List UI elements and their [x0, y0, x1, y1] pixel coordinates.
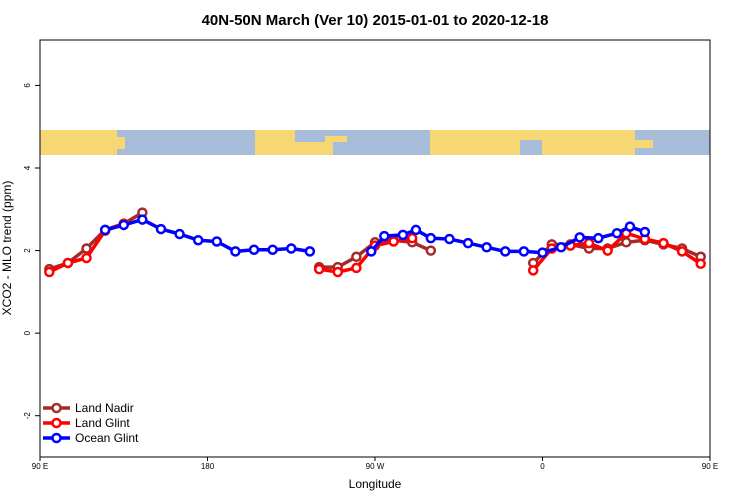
data-point — [379, 230, 390, 242]
map-landmass — [430, 130, 520, 155]
data-point — [155, 223, 167, 235]
data-point — [81, 252, 92, 264]
data-point — [695, 258, 706, 270]
map-landmass — [590, 130, 635, 155]
data-point — [304, 246, 316, 257]
data-point — [44, 266, 55, 278]
data-point — [555, 242, 567, 253]
data-point — [248, 244, 260, 255]
data-point — [621, 237, 632, 248]
data-point — [574, 232, 585, 243]
map-land — [40, 130, 653, 155]
data-point — [366, 246, 377, 257]
data-point — [192, 234, 204, 246]
data-point — [527, 265, 539, 276]
x-axis: 90 E 180 90 W 0 90 E — [32, 457, 718, 471]
data-point — [332, 266, 344, 278]
x-tick-label: 90 E — [32, 462, 48, 471]
data-point — [406, 232, 418, 244]
legend-label: Land Glint — [75, 416, 130, 430]
data-point — [397, 229, 409, 241]
y-axis: -2 0 2 4 6 — [23, 83, 40, 420]
data-point — [624, 221, 636, 232]
map-landmass — [117, 137, 125, 149]
data-point — [351, 262, 362, 274]
series-layer — [44, 207, 706, 278]
data-point — [137, 214, 148, 225]
data-point — [99, 224, 111, 236]
legend-label: Land Nadir — [75, 401, 134, 415]
y-tick-label: 4 — [23, 165, 32, 170]
legend-item-ocean-glint: Ocean Glint — [43, 431, 139, 445]
chart-title: 40N-50N March (Ver 10) 2015-01-01 to 202… — [202, 12, 549, 29]
data-point — [351, 251, 362, 263]
map-landmass — [542, 130, 590, 155]
x-tick-label: 90 E — [702, 462, 718, 471]
x-tick-label: 0 — [540, 462, 545, 471]
data-point — [230, 246, 241, 257]
legend-item-land-nadir: Land Nadir — [43, 401, 134, 415]
data-point — [286, 243, 297, 254]
data-point — [211, 236, 223, 247]
data-point — [676, 246, 688, 257]
x-axis-label: Longitude — [349, 477, 402, 491]
data-point — [639, 226, 651, 238]
legend-label: Ocean Glint — [75, 431, 139, 445]
series-line — [104, 217, 311, 254]
map-landmass — [520, 130, 542, 140]
data-point — [118, 219, 129, 231]
data-point — [425, 245, 437, 256]
map-landmass — [295, 142, 333, 155]
data-point — [481, 242, 492, 253]
legend-swatch-marker — [51, 402, 62, 414]
y-axis-label: XCO2 - MLO trend (ppm) — [0, 181, 14, 316]
map-landmass — [635, 140, 653, 148]
data-point — [593, 232, 604, 244]
data-point — [174, 228, 185, 240]
data-point — [425, 232, 437, 244]
data-point — [500, 246, 511, 257]
legend-swatch-marker — [51, 432, 62, 444]
data-point — [313, 263, 325, 275]
world-map-strip — [40, 130, 710, 155]
data-point — [81, 243, 92, 254]
data-point — [462, 237, 474, 249]
series-ocean-glint — [99, 214, 651, 258]
data-point — [62, 257, 74, 269]
x-tick-label: 180 — [201, 462, 215, 471]
y-tick-label: -2 — [23, 412, 32, 420]
data-point — [267, 244, 278, 255]
x-tick-label: 90 W — [366, 462, 385, 471]
data-point — [410, 224, 422, 236]
y-tick-label: 6 — [23, 83, 32, 88]
data-point — [611, 227, 623, 239]
data-point — [602, 245, 613, 256]
data-point — [388, 236, 399, 247]
legend-item-land-glint: Land Glint — [43, 416, 130, 430]
data-point — [658, 237, 669, 249]
data-point — [518, 246, 530, 257]
y-tick-label: 0 — [23, 330, 32, 335]
data-point — [444, 233, 455, 245]
series-line — [531, 231, 702, 272]
data-point — [583, 237, 595, 249]
map-landmass — [40, 130, 117, 155]
map-landmass — [255, 130, 295, 155]
map-landmass — [325, 136, 347, 142]
legend-swatch-marker — [51, 417, 62, 429]
y-tick-label: 2 — [23, 248, 32, 253]
data-point — [537, 247, 548, 258]
